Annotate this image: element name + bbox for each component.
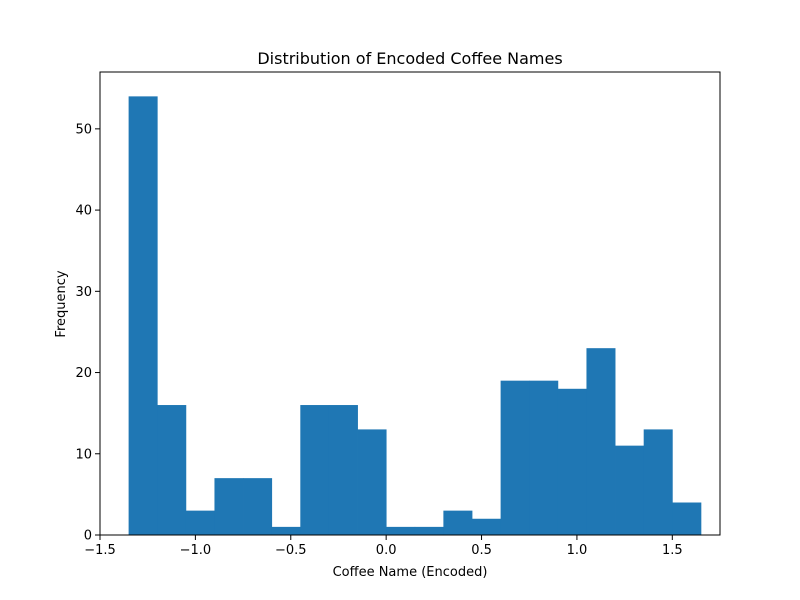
histogram-bar — [214, 478, 244, 535]
histogram-bar — [472, 518, 502, 535]
histogram-bar — [300, 405, 330, 535]
histogram-bar — [672, 502, 702, 535]
y-tick-label: 20 — [75, 366, 92, 381]
histogram-bar — [557, 388, 587, 535]
histogram-bar — [243, 478, 273, 535]
histogram-bar — [328, 405, 358, 535]
plot-frame — [99, 71, 721, 536]
x-tick-label: 0.5 — [471, 543, 492, 558]
histogram-bar — [128, 96, 158, 536]
y-tick-label: 10 — [75, 447, 92, 462]
histogram-bar — [443, 510, 473, 535]
y-tick-label: 50 — [75, 122, 92, 137]
chart-title: Distribution of Encoded Coffee Names — [257, 49, 562, 68]
histogram-bar — [157, 405, 187, 535]
y-tick-label: 40 — [75, 204, 92, 219]
x-tick-label: −0.5 — [275, 543, 307, 558]
histogram-bar — [643, 429, 673, 535]
y-axis-label: Frequency — [54, 270, 69, 337]
y-tick-label: 0 — [84, 529, 92, 544]
y-axis-ticks: 0 10 20 30 40 50 — [75, 122, 100, 544]
histogram-bar — [529, 380, 559, 535]
histogram-bar — [357, 429, 387, 535]
histogram-bar — [386, 526, 416, 535]
x-tick-label: 1.0 — [567, 543, 588, 558]
x-axis-ticks: −1.5 −1.0 −0.5 0.0 0.5 1.0 1.5 — [84, 535, 683, 558]
histogram-bar — [271, 526, 301, 535]
x-tick-label: 1.5 — [662, 543, 683, 558]
histogram-bar — [586, 348, 616, 535]
x-tick-label: −1.5 — [84, 543, 116, 558]
x-tick-label: −1.0 — [180, 543, 212, 558]
bars-group — [128, 96, 702, 536]
histogram-bar — [500, 380, 530, 535]
y-tick-label: 30 — [75, 285, 92, 300]
histogram-bar — [414, 526, 444, 535]
x-axis-label: Coffee Name (Encoded) — [333, 565, 488, 580]
histogram-bar — [185, 510, 215, 535]
x-tick-label: 0.0 — [376, 543, 397, 558]
histogram-bar — [615, 445, 645, 535]
